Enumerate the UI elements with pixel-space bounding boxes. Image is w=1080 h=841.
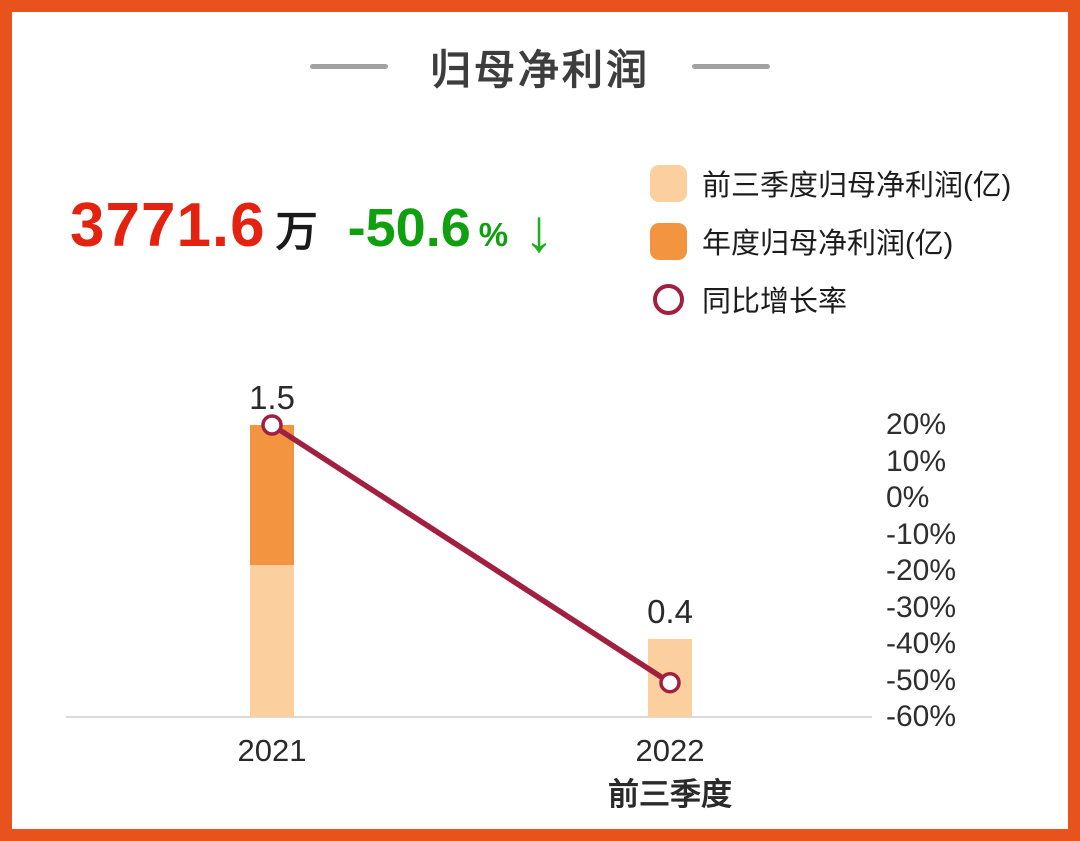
legend-label: 前三季度归母净利润(亿) <box>702 170 1012 202</box>
bar-light-0 <box>250 565 294 717</box>
border-bottom <box>0 829 1080 841</box>
y2-tick-1: 10% <box>886 444 947 478</box>
summary-value: 3771.6 <box>70 191 266 260</box>
y2-tick-2: 0% <box>886 481 930 514</box>
x-axis-label-1-1: 前三季度 <box>608 777 732 812</box>
legend-circle-marker-icon <box>650 281 687 318</box>
summary: 3771.6 万 -50.6 % ↓ <box>70 190 554 264</box>
legend-item-q3-profit: 前三季度归母净利润(亿) <box>650 162 1011 204</box>
bar-dark-0 <box>250 424 294 566</box>
legend-swatch-light <box>650 164 687 202</box>
summary-unit: 万 <box>275 208 318 255</box>
bar-light-1 <box>648 639 692 717</box>
y2-tick-6: -40% <box>886 627 957 660</box>
growth-line <box>269 422 673 686</box>
border-top <box>0 0 1080 12</box>
y2-tick-4: -20% <box>886 554 957 587</box>
legend-item-annual-profit: 年度归母净利润(亿) <box>650 220 1011 262</box>
bar-value-label-1: 0.4 <box>647 593 693 631</box>
legend-label: 同比增长率 <box>702 286 848 318</box>
legend-swatch-dark <box>650 222 687 260</box>
x-axis-label-0-0: 2021 <box>237 733 307 768</box>
bar-value-label-0: 1.5 <box>249 378 295 416</box>
y2-tick-7: -50% <box>886 663 957 697</box>
border-left <box>0 0 12 841</box>
summary-growth: -50.6 <box>347 198 471 258</box>
legend-item-yoy-growth: 同比增长率 <box>650 278 1011 320</box>
legend-label: 年度归母净利润(亿) <box>702 228 954 260</box>
title-dash-left <box>310 63 388 69</box>
title-row: 归母净利润 <box>0 36 1080 96</box>
y2-tick-5: -30% <box>886 590 957 624</box>
summary-growth-unit: % <box>478 216 509 253</box>
circle-outline-icon <box>653 283 684 315</box>
x-axis-line <box>66 716 872 718</box>
page-title: 归母净利润 <box>430 47 650 93</box>
legend: 前三季度归母净利润(亿) 年度归母净利润(亿) 同比增长率 <box>650 162 1011 320</box>
y2-tick-0: 20% <box>886 408 947 441</box>
title-dash-right <box>692 63 770 69</box>
x-axis-label-1-0: 2022 <box>635 733 705 768</box>
y2-tick-8: -60% <box>886 700 957 733</box>
y2-tick-3: -10% <box>886 517 957 551</box>
down-arrow-icon: ↓ <box>524 197 555 264</box>
border-right <box>1068 0 1080 841</box>
